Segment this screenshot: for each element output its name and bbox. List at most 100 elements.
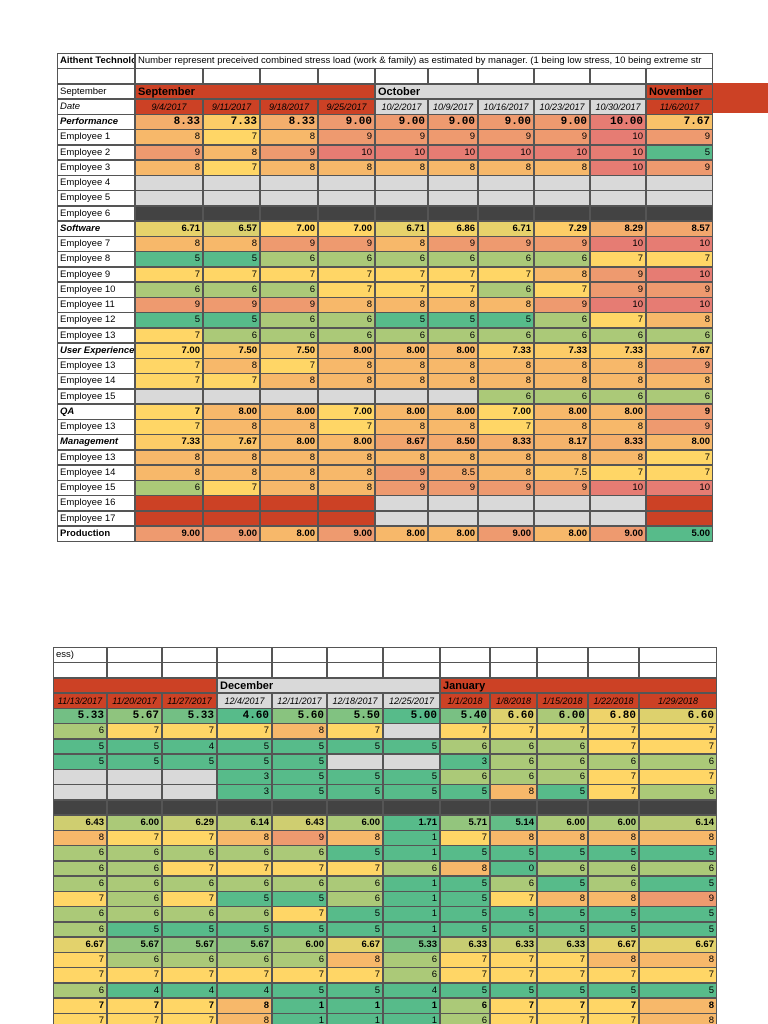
stress-score: 7 <box>590 251 646 267</box>
summary-score: 5.67 <box>107 708 162 724</box>
stress-score: 8 <box>217 830 272 846</box>
blank-cell <box>440 799 490 816</box>
stress-score: 6 <box>260 327 318 344</box>
summary-score: 8.57 <box>646 220 713 237</box>
empty-cell <box>428 68 478 84</box>
stress-score: 5 <box>639 906 717 922</box>
stress-score: 8 <box>588 952 639 968</box>
stress-score: 10 <box>478 144 534 161</box>
summary-score: 8.00 <box>318 434 375 450</box>
summary-score: 7.29 <box>534 220 590 237</box>
period-header: September <box>135 83 375 100</box>
stress-score: 7 <box>327 860 383 877</box>
stress-score: 10 <box>318 144 375 161</box>
stress-score: 4 <box>162 738 217 755</box>
stress-score: 8 <box>639 830 717 846</box>
stress-score: 5 <box>217 891 272 907</box>
period-header <box>53 677 217 694</box>
stress-score: 7 <box>203 266 260 283</box>
blank-cell <box>318 388 375 405</box>
stress-score: 8 <box>135 464 203 481</box>
summary-score: 8.00 <box>260 403 318 420</box>
summary-score: 7.33 <box>478 342 534 359</box>
employee-label: Employee 16 <box>57 495 135 511</box>
summary-score: 9.00 <box>478 114 534 130</box>
stress-score: 7 <box>203 373 260 389</box>
blank-cell <box>534 175 590 191</box>
stress-score: 9 <box>135 297 203 313</box>
stress-score: 8 <box>260 419 318 435</box>
stress-score: 5 <box>107 921 162 938</box>
stress-score: 6 <box>107 845 162 861</box>
stress-score: 1 <box>327 1013 383 1024</box>
stress-score: 6 <box>53 860 107 877</box>
stress-score: 6 <box>534 327 590 344</box>
stress-score: 10 <box>534 144 590 161</box>
stress-score: 6 <box>107 875 162 892</box>
week-date: 10/16/2017 <box>478 98 534 115</box>
blank-cell <box>135 510 203 527</box>
stress-score: 5 <box>440 921 490 938</box>
stress-score: 8 <box>478 373 534 389</box>
summary-score: 9.00 <box>428 114 478 130</box>
stress-score: 6 <box>588 875 639 892</box>
stress-score: 1 <box>383 921 440 938</box>
stress-score: 6 <box>490 875 537 892</box>
stress-score: 7 <box>260 358 318 374</box>
stress-score: 8 <box>318 480 375 496</box>
stress-score: 7 <box>490 952 537 968</box>
stress-score: 5 <box>490 906 537 922</box>
blank-cell <box>203 510 260 527</box>
stress-score: 1 <box>383 845 440 861</box>
stress-score: 5 <box>646 144 713 161</box>
stress-score: 0 <box>490 860 537 877</box>
stress-score: 8 <box>588 830 639 846</box>
summary-score: 5.67 <box>107 936 162 953</box>
empty-cell <box>590 68 646 84</box>
stress-score: 7 <box>217 967 272 983</box>
summary-score: 6.00 <box>107 814 162 831</box>
stress-score: 9 <box>646 358 713 374</box>
stress-score: 4 <box>162 982 217 999</box>
summary-score: 6.14 <box>639 814 717 831</box>
stress-score: 5 <box>327 784 383 800</box>
summary-score: 6 <box>440 997 490 1014</box>
stress-score: 7 <box>162 860 217 877</box>
stress-score: 8 <box>375 236 428 252</box>
week-date: 12/11/2017 <box>272 692 327 709</box>
stress-score: 7 <box>440 830 490 846</box>
blank-cell <box>375 190 428 206</box>
summary-score: 8.00 <box>375 403 428 420</box>
summary-score: 6.71 <box>478 220 534 237</box>
stress-score: 6 <box>375 327 428 344</box>
stress-score: 8 <box>428 373 478 389</box>
empty-cell <box>260 68 318 84</box>
stress-score: 7 <box>203 480 260 496</box>
note-cell: Number represent preceived combined stre… <box>135 53 713 69</box>
summary-score: 7 <box>588 997 639 1014</box>
summary-score: 5.00 <box>646 525 713 542</box>
summary-score: 8.33 <box>260 114 318 130</box>
stress-score: 5 <box>272 753 327 770</box>
stress-score: 6 <box>588 753 639 770</box>
stress-score: 8 <box>318 358 375 374</box>
employee-label: Employee 6 <box>57 205 135 222</box>
stress-score: 7 <box>590 464 646 481</box>
stress-score: 8 <box>478 159 534 176</box>
stress-score: 7 <box>537 952 588 968</box>
summary-score: 1.71 <box>383 814 440 831</box>
blank-cell <box>646 175 713 191</box>
employee-label: Employee 5 <box>57 190 135 206</box>
stress-score: 8 <box>203 358 260 374</box>
stress-score: 5 <box>588 906 639 922</box>
blank-cell <box>162 784 217 800</box>
stress-score: 7 <box>639 723 717 739</box>
stress-score: 9 <box>260 297 318 313</box>
blank-cell <box>162 799 217 816</box>
summary-score: 6.60 <box>490 708 537 724</box>
empty-cell <box>375 68 428 84</box>
stress-score: 6 <box>478 327 534 344</box>
summary-score: 7.00 <box>478 403 534 420</box>
stress-score: 6 <box>375 251 428 267</box>
empty-cell <box>534 68 590 84</box>
